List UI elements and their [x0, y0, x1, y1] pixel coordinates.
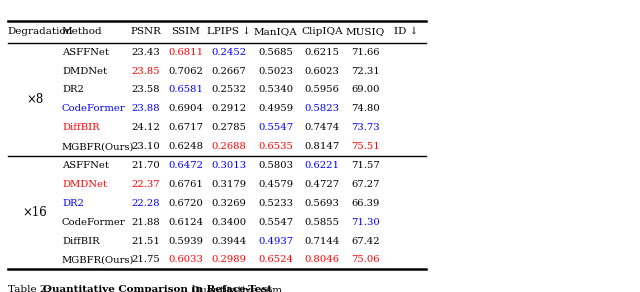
Text: ×8: ×8 — [26, 93, 44, 106]
Text: 21.75: 21.75 — [131, 256, 160, 264]
Text: ManIQA: ManIQA — [254, 27, 298, 36]
Text: Table 2:: Table 2: — [8, 285, 53, 292]
Text: 66.39: 66.39 — [351, 199, 380, 208]
Text: DiffBIR: DiffBIR — [62, 237, 100, 246]
Text: CodeFormer: CodeFormer — [62, 218, 125, 227]
Text: Method: Method — [62, 27, 102, 36]
Text: 0.7144: 0.7144 — [305, 237, 340, 246]
Text: 0.6124: 0.6124 — [168, 218, 204, 227]
Text: SSIM: SSIM — [172, 27, 200, 36]
Text: 0.3013: 0.3013 — [212, 161, 247, 170]
Text: 74.80: 74.80 — [351, 104, 380, 113]
Text: Degradation: Degradation — [8, 27, 73, 36]
Text: Quantitative Comparison in Reface-Test: Quantitative Comparison in Reface-Test — [44, 285, 273, 292]
Text: 67.42: 67.42 — [351, 237, 380, 246]
Text: DMDNet: DMDNet — [62, 180, 107, 189]
Text: 0.5956: 0.5956 — [305, 86, 340, 95]
Text: 0.6248: 0.6248 — [168, 142, 204, 151]
Text: 0.2667: 0.2667 — [212, 67, 246, 76]
Text: 0.2452: 0.2452 — [212, 48, 247, 57]
Text: ×16: ×16 — [22, 206, 47, 219]
Text: 0.5547: 0.5547 — [258, 123, 293, 132]
Text: MGBFR(Ours): MGBFR(Ours) — [62, 256, 134, 264]
Text: 21.88: 21.88 — [131, 218, 160, 227]
Text: 0.5855: 0.5855 — [305, 218, 340, 227]
Text: 23.88: 23.88 — [131, 104, 160, 113]
Text: 73.73: 73.73 — [351, 123, 380, 132]
Text: 0.7062: 0.7062 — [168, 67, 204, 76]
Text: 0.5803: 0.5803 — [258, 161, 293, 170]
Text: 0.7474: 0.7474 — [305, 123, 340, 132]
Text: 0.4937: 0.4937 — [258, 237, 293, 246]
Text: 23.58: 23.58 — [131, 86, 160, 95]
Text: 0.5693: 0.5693 — [305, 199, 340, 208]
Text: DiffBIR: DiffBIR — [62, 123, 100, 132]
Text: CodeFormer: CodeFormer — [62, 104, 125, 113]
Text: 0.3400: 0.3400 — [212, 218, 247, 227]
Text: ASFFNet: ASFFNet — [62, 48, 109, 57]
Text: 0.2989: 0.2989 — [212, 256, 246, 264]
Text: 0.5340: 0.5340 — [258, 86, 293, 95]
Text: 0.4579: 0.4579 — [258, 180, 293, 189]
Text: 71.66: 71.66 — [351, 48, 380, 57]
Text: 0.4727: 0.4727 — [305, 180, 340, 189]
Text: 0.5023: 0.5023 — [258, 67, 293, 76]
Text: 0.6811: 0.6811 — [168, 48, 204, 57]
Text: ClipIQA: ClipIQA — [301, 27, 343, 36]
Text: 67.27: 67.27 — [351, 180, 380, 189]
Text: 0.5233: 0.5233 — [258, 199, 293, 208]
Text: MUSIQ: MUSIQ — [346, 27, 385, 36]
Text: 71.57: 71.57 — [351, 161, 380, 170]
Text: 0.5685: 0.5685 — [259, 48, 293, 57]
Text: 0.2532: 0.2532 — [212, 86, 246, 95]
Text: . Quantitative com: . Quantitative com — [185, 285, 282, 292]
Text: 0.3179: 0.3179 — [212, 180, 247, 189]
Text: 0.6033: 0.6033 — [168, 256, 204, 264]
Text: ASFFNet: ASFFNet — [62, 161, 109, 170]
Text: ID ↓: ID ↓ — [394, 27, 418, 36]
Text: 23.43: 23.43 — [131, 48, 160, 57]
Text: 21.51: 21.51 — [131, 237, 160, 246]
Text: PSNR: PSNR — [131, 27, 161, 36]
Text: 22.28: 22.28 — [131, 199, 160, 208]
Text: 24.12: 24.12 — [131, 123, 160, 132]
Text: 0.6221: 0.6221 — [305, 161, 340, 170]
Text: 72.31: 72.31 — [351, 67, 380, 76]
Text: 69.00: 69.00 — [351, 86, 380, 95]
Text: 0.6761: 0.6761 — [168, 180, 204, 189]
Text: 0.5939: 0.5939 — [168, 237, 204, 246]
Text: 21.70: 21.70 — [131, 161, 160, 170]
Text: 75.51: 75.51 — [351, 142, 380, 151]
Text: LPIPS ↓: LPIPS ↓ — [207, 27, 251, 36]
Text: 0.2912: 0.2912 — [212, 104, 247, 113]
Text: 0.3269: 0.3269 — [212, 199, 246, 208]
Text: 0.8046: 0.8046 — [305, 256, 340, 264]
Text: 0.6023: 0.6023 — [305, 67, 340, 76]
Text: 0.6535: 0.6535 — [259, 142, 293, 151]
Text: 0.2688: 0.2688 — [212, 142, 246, 151]
Text: 0.3944: 0.3944 — [212, 237, 247, 246]
Text: MGBFR(Ours): MGBFR(Ours) — [62, 142, 134, 151]
Text: 23.85: 23.85 — [131, 67, 160, 76]
Text: 22.37: 22.37 — [131, 180, 160, 189]
Text: DR2: DR2 — [62, 199, 84, 208]
Text: 0.6717: 0.6717 — [168, 123, 204, 132]
Text: 71.30: 71.30 — [351, 218, 380, 227]
Text: 0.6581: 0.6581 — [168, 86, 204, 95]
Text: 0.6472: 0.6472 — [168, 161, 204, 170]
Text: 0.5823: 0.5823 — [305, 104, 340, 113]
Text: 0.4959: 0.4959 — [258, 104, 293, 113]
Text: 0.5547: 0.5547 — [258, 218, 293, 227]
Text: 23.10: 23.10 — [131, 142, 160, 151]
Text: 0.6720: 0.6720 — [168, 199, 204, 208]
Text: DMDNet: DMDNet — [62, 67, 107, 76]
Text: 0.8147: 0.8147 — [305, 142, 340, 151]
Text: DR2: DR2 — [62, 86, 84, 95]
Text: 0.6904: 0.6904 — [168, 104, 204, 113]
Text: 0.2785: 0.2785 — [212, 123, 246, 132]
Text: 0.6215: 0.6215 — [305, 48, 340, 57]
Text: 0.6524: 0.6524 — [258, 256, 293, 264]
Text: 75.06: 75.06 — [351, 256, 380, 264]
